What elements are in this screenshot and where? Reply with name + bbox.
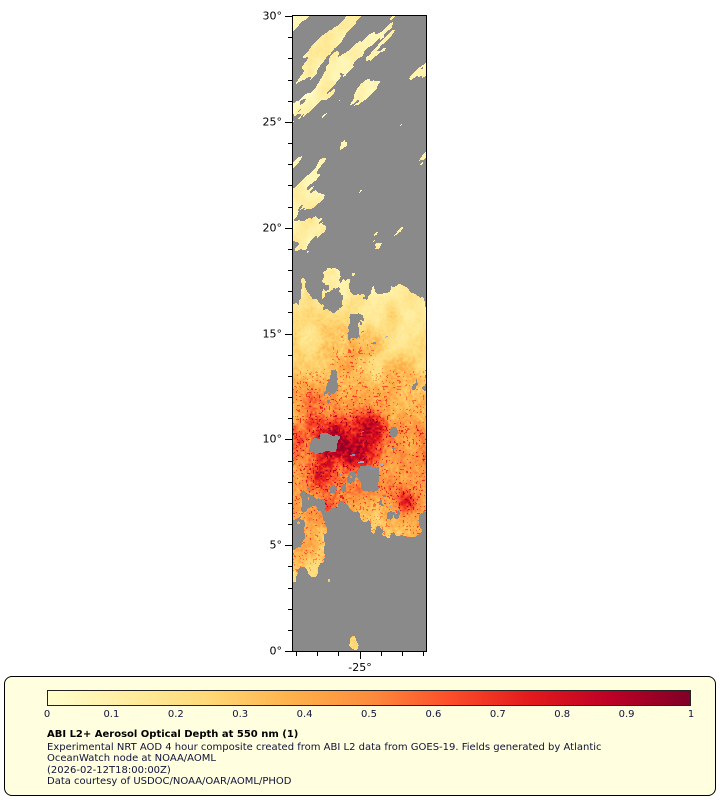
- y-tick-label: 30°: [262, 9, 283, 23]
- legend-line-4: Data courtesy of USDOC/NOAA/OAR/AOML/PHO…: [47, 776, 292, 787]
- y-minor-tick: [288, 630, 292, 631]
- legend-panel: 0 0.1 0.2 0.3 0.4 0.5 0.6 0.7 0.8 0.9 1 ABI L2+ Ae…: [4, 676, 716, 796]
- aod-map-plot: 30° 25° 20° 15° 10° 5° 0° -25°: [263, 10, 427, 674]
- y-minor-tick: [288, 355, 292, 356]
- y-minor-tick: [288, 397, 292, 398]
- y-tick-label: 5°: [269, 538, 283, 552]
- y-major-tick: [285, 228, 292, 229]
- legend-caption: ABI L2+ Aerosol Optical Depth at 550 nm …: [47, 729, 697, 788]
- y-minor-tick: [288, 207, 292, 208]
- y-major-tick: [285, 122, 292, 123]
- x-minor-tick: [338, 652, 339, 656]
- y-minor-tick: [288, 609, 292, 610]
- colorbar-tick-label: 0.6: [425, 709, 442, 720]
- x-major-tick: [360, 652, 361, 659]
- legend-line-1: Experimental NRT AOD 4 hour composite cr…: [47, 741, 602, 753]
- y-tick-label: 20°: [262, 221, 283, 235]
- y-tick-label: 10°: [262, 432, 283, 446]
- x-minor-tick: [381, 652, 382, 656]
- colorbar-tick-label: 0.9: [618, 709, 635, 720]
- y-minor-tick: [288, 80, 292, 81]
- aod-map-raster: [293, 16, 426, 651]
- y-major-tick: [285, 16, 292, 17]
- colorbar-tick-label: 1: [687, 709, 695, 720]
- y-minor-tick: [288, 588, 292, 589]
- y-minor-tick: [288, 143, 292, 144]
- colorbar-tick-label: 0.4: [296, 709, 313, 720]
- x-minor-tick: [296, 652, 297, 656]
- y-minor-tick: [288, 249, 292, 250]
- y-major-tick: [285, 651, 292, 652]
- y-minor-tick: [288, 566, 292, 567]
- y-minor-tick: [288, 185, 292, 186]
- colorbar-gradient: [47, 690, 691, 706]
- x-minor-tick: [317, 652, 318, 656]
- legend-line-3: (2026-02-12T18:00:00Z): [47, 764, 171, 776]
- x-minor-tick: [402, 652, 403, 656]
- y-major-tick: [285, 439, 292, 440]
- y-minor-tick: [288, 164, 292, 165]
- y-minor-tick: [288, 312, 292, 313]
- y-minor-tick: [288, 291, 292, 292]
- y-minor-tick: [288, 482, 292, 483]
- y-minor-tick: [288, 270, 292, 271]
- y-minor-tick: [288, 101, 292, 102]
- colorbar-tick-label: 0: [43, 709, 51, 720]
- y-minor-tick: [288, 37, 292, 38]
- colorbar-tick-label: 0.1: [103, 709, 120, 720]
- colorbar-tick-label: 0.7: [489, 709, 506, 720]
- y-tick-label: 0°: [269, 644, 283, 658]
- y-minor-tick: [288, 418, 292, 419]
- y-minor-tick: [288, 376, 292, 377]
- legend-line-2: OceanWatch node at NOAA/AOML: [47, 753, 216, 764]
- x-axis-ticks: -25°: [293, 16, 426, 674]
- y-major-tick: [285, 545, 292, 546]
- x-tick-label: -25°: [348, 661, 372, 674]
- y-minor-tick: [288, 461, 292, 462]
- y-minor-tick: [288, 524, 292, 525]
- y-minor-tick: [288, 58, 292, 59]
- y-tick-label: 25°: [262, 115, 283, 129]
- colorbar-tick-label: 0.5: [361, 709, 377, 720]
- y-tick-label: 15°: [262, 327, 283, 341]
- colorbar-tick-label: 0.3: [232, 709, 249, 720]
- colorbar-tick-labels: 0 0.1 0.2 0.3 0.4 0.5 0.6 0.7 0.8 0.9 1: [43, 709, 695, 722]
- legend-title: ABI L2+ Aerosol Optical Depth at 550 nm …: [47, 729, 299, 740]
- colorbar-tick-label: 0.2: [167, 709, 184, 720]
- y-axis-ticks: 30° 25° 20° 15° 10° 5° 0°: [263, 10, 426, 658]
- x-minor-tick: [423, 652, 424, 656]
- colorbar-tick-label: 0.8: [554, 709, 571, 720]
- y-minor-tick: [288, 503, 292, 504]
- y-major-tick: [285, 334, 292, 335]
